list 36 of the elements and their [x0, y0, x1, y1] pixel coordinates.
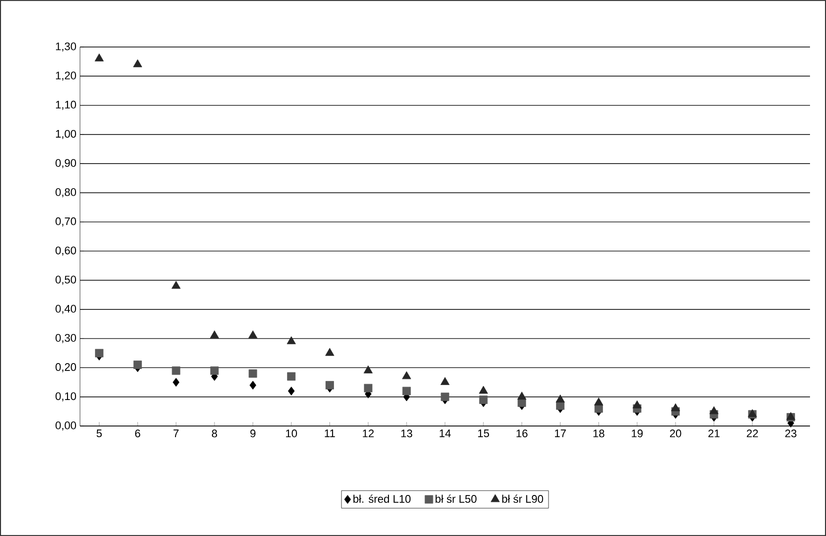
y-tick-label: 0,90: [56, 159, 76, 168]
legend-label: bł. śred L10: [353, 494, 411, 503]
y-tick-label: 0,80: [56, 188, 76, 198]
x-tick-label: 13: [401, 430, 412, 438]
x-tick-label: 11: [324, 430, 335, 438]
x-tick-label: 7: [174, 430, 179, 438]
x-tick-label: 12: [362, 430, 374, 438]
y-tick-label: 0,10: [56, 392, 76, 402]
y-tick-label: 1,10: [56, 100, 76, 110]
legend-label: bł śr L90: [502, 494, 544, 503]
x-tick-label: 22: [746, 430, 758, 438]
x-tick-label: 16: [516, 430, 528, 438]
y-tick-label: 1,30: [56, 42, 76, 52]
y-tick-label: 0,00: [56, 421, 76, 431]
x-tick-label: 19: [632, 430, 643, 438]
x-tick-label: 10: [286, 430, 297, 438]
x-tick-label: 8: [212, 430, 218, 438]
x-tick-label: 14: [440, 430, 451, 438]
y-tick-label: 0,20: [56, 363, 76, 372]
x-tick-label: 21: [708, 430, 720, 438]
y-tick-label: 0,50: [56, 276, 76, 285]
legend-label: bł śr L50: [436, 494, 476, 503]
y-tick-label: 0,70: [56, 217, 76, 226]
x-tick-label: 17: [555, 430, 566, 438]
x-tick-label: 20: [670, 430, 682, 438]
x-tick-label: 5: [96, 430, 102, 438]
x-tick-label: 23: [785, 430, 796, 438]
y-tick-label: 1,00: [56, 130, 76, 139]
y-tick-label: 0,30: [56, 334, 76, 344]
x-tick-label: 9: [250, 430, 256, 438]
y-tick-label: 1,20: [56, 72, 76, 81]
y-tick-label: 0,40: [56, 304, 76, 314]
y-tick-label: 0,60: [56, 246, 76, 256]
x-tick-label: 15: [478, 430, 490, 438]
x-tick-label: 18: [593, 430, 604, 438]
x-tick-label: 6: [135, 430, 140, 438]
